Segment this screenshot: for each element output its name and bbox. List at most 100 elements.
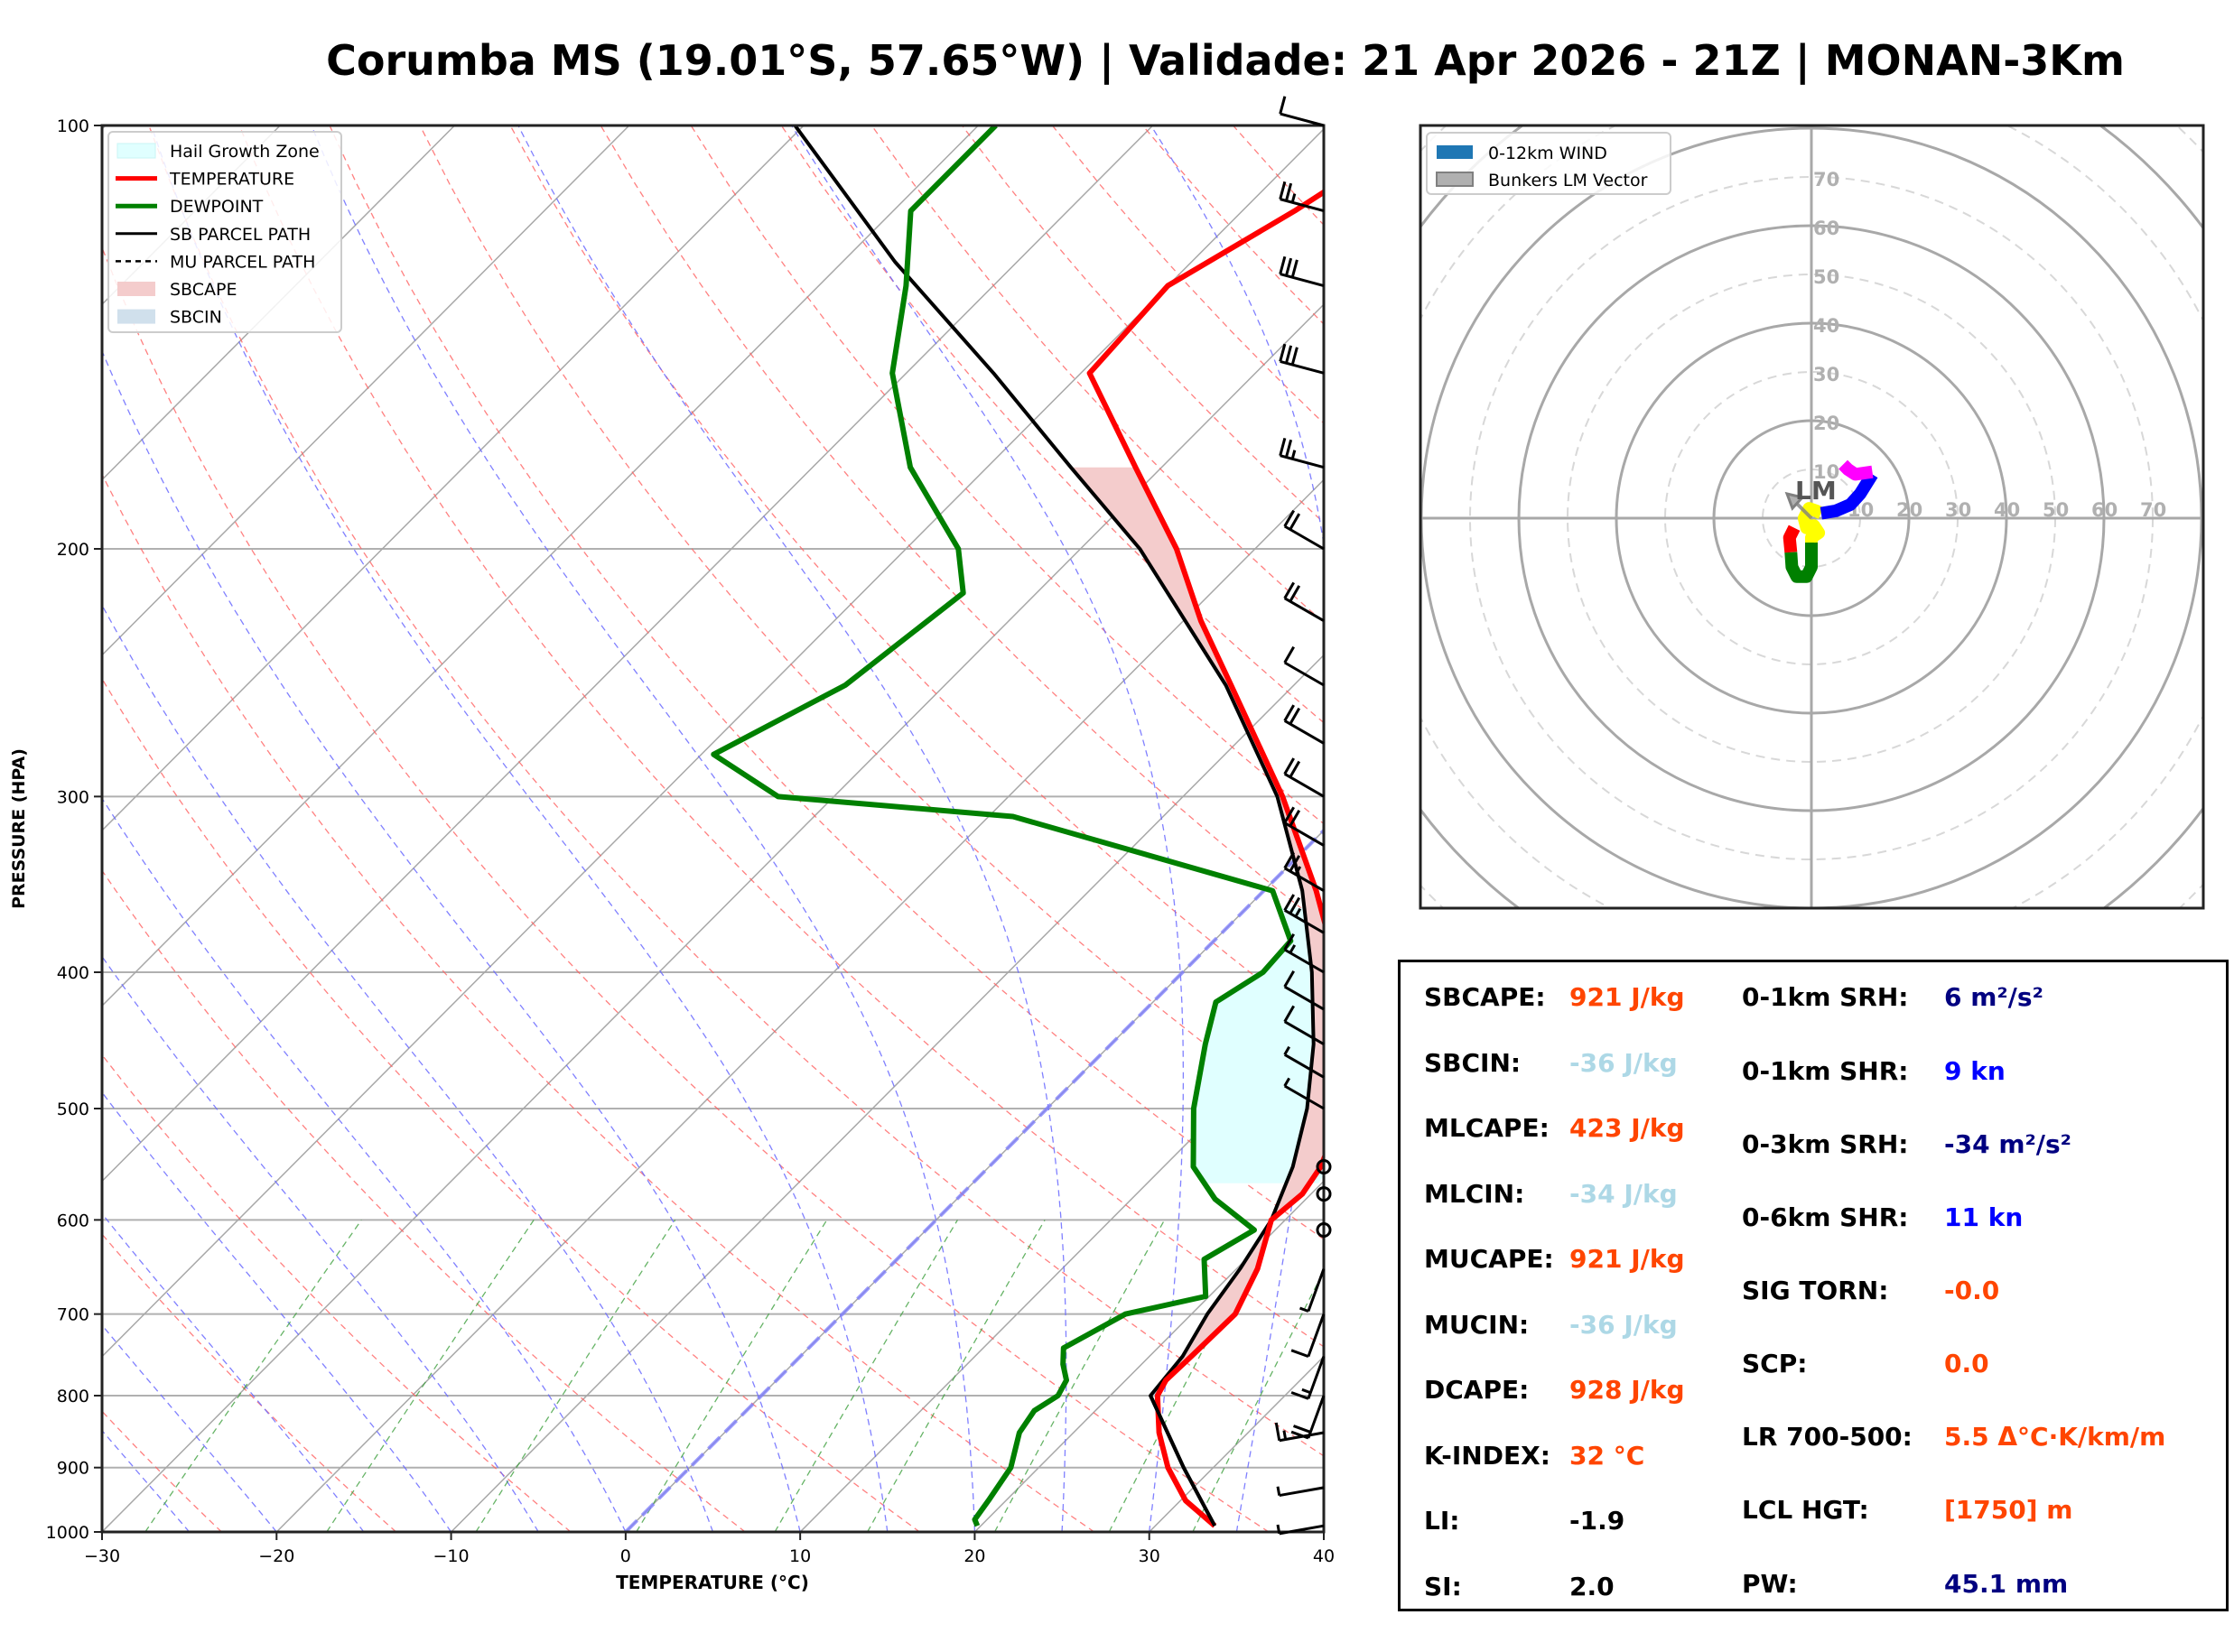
- param-label: SI:: [1424, 1571, 1462, 1601]
- mixing-ratio-line: [326, 1220, 535, 1532]
- wind-barb: [1276, 1486, 1325, 1498]
- hodograph-trace: LM: [1783, 459, 1878, 583]
- y-tick-label: 1000: [46, 1523, 89, 1543]
- dry-adiabat: [102, 1233, 397, 1532]
- wind-barb: [1279, 181, 1325, 213]
- hodograph-ring-label: 50: [1813, 266, 1839, 288]
- hodograph-ring-label: 60: [2091, 499, 2118, 521]
- wind-barb-flag: [1282, 1430, 1288, 1440]
- wind-barb-flag: [1299, 1306, 1309, 1313]
- y-tick-label: 800: [57, 1387, 89, 1406]
- y-tick-label: 300: [57, 787, 89, 807]
- moist-adiabat: [102, 1091, 452, 1532]
- isotherm: [102, 303, 1324, 1532]
- mixing-ratio-line: [993, 1220, 1166, 1532]
- wind-barb-flag: [1276, 1524, 1281, 1535]
- wind-barb-flag: [1283, 894, 1295, 912]
- wind-barb-staff: [1279, 1524, 1325, 1536]
- legend-label: SB PARCEL PATH: [170, 225, 311, 245]
- hodograph-ring-label: 50: [2043, 499, 2069, 521]
- hodograph-legend: 0-12km WIND Bunkers LM Vector: [1426, 132, 1671, 195]
- hodograph-ring-label: 40: [1994, 499, 2020, 521]
- wind-barb-flag: [1279, 96, 1287, 115]
- wind-barb: [1283, 509, 1325, 551]
- wind-barb-flag: [1289, 809, 1301, 827]
- mixing-ratio-line: [1108, 1220, 1273, 1532]
- freezing-isotherm: [624, 828, 1324, 1532]
- wind-barb-flag: [1283, 704, 1295, 722]
- wind-barb-flag: [1283, 1005, 1295, 1023]
- moist-adiabat: [150, 125, 889, 1532]
- wind-barb-staff: [1307, 1355, 1326, 1399]
- wind-barb: [1279, 438, 1325, 469]
- param-label: LI:: [1424, 1506, 1460, 1536]
- dry-adiabat: [148, 125, 1324, 1457]
- wind-barb-flag: [1289, 585, 1301, 602]
- wind-barb-flag: [1290, 1349, 1309, 1359]
- dry-adiabat: [102, 246, 1270, 1532]
- wind-barb: [1279, 255, 1325, 287]
- y-tick-label: 900: [57, 1459, 89, 1479]
- hodograph-segment: [1784, 543, 1818, 583]
- wind-barb: [1290, 1355, 1326, 1400]
- wind-barb-staff: [1283, 661, 1325, 687]
- param-label: SCP:: [1742, 1349, 1808, 1378]
- param-label: K-INDEX:: [1424, 1440, 1550, 1471]
- mixing-ratio-line: [867, 1220, 1046, 1532]
- dry-adiabat: [102, 869, 746, 1532]
- legend-swatch: [117, 282, 155, 296]
- sb-parcel-path-line: [793, 125, 1316, 1527]
- legend-label: SBCAPE: [170, 280, 237, 300]
- wind-barbs: [1274, 96, 1332, 1536]
- wind-barb-flag: [1276, 1486, 1281, 1496]
- wind-barb-staff: [1283, 1020, 1325, 1046]
- hodograph-ring-label: 30: [1945, 499, 1971, 521]
- x-tick-label: 10: [789, 1546, 811, 1566]
- hodograph-ring: [1226, 0, 2234, 1103]
- wind-barb-flag: [1301, 1387, 1311, 1395]
- legend-swatch-bunkers: [1436, 172, 1474, 187]
- wind-barb: [1283, 894, 1325, 934]
- skew-t-background-lines: [102, 125, 1324, 1532]
- param-value: 6 m²/s²: [1944, 982, 2043, 1012]
- isotherm: [102, 125, 456, 481]
- wind-barb-staff: [1283, 985, 1325, 1011]
- moist-adiabat: [102, 1429, 191, 1532]
- legend-label: SBCIN: [170, 308, 222, 328]
- param-label: 0-3km SRH:: [1742, 1129, 1909, 1159]
- dry-adiabat: [238, 125, 1324, 1348]
- wind-barb-flag: [1283, 509, 1295, 527]
- wind-barb-flag: [1289, 896, 1301, 914]
- wind-barb-flag: [1290, 1391, 1309, 1400]
- wind-barb-flag: [1283, 645, 1295, 664]
- parameters-panel: SBCAPE: 921 J/kg SBCIN: -36 J/kg MLCAPE: 423 …: [1398, 960, 2229, 1611]
- x-tick-label: −10: [433, 1546, 470, 1566]
- param-label: MLCAPE:: [1424, 1113, 1550, 1143]
- hodograph-ring-label: 40: [1813, 315, 1839, 337]
- wind-barb-calm: [1316, 1222, 1332, 1239]
- legend-swatch: [117, 309, 155, 324]
- wind-barb-flag: [1283, 1045, 1290, 1056]
- hodograph-segment: [1783, 524, 1801, 553]
- dry-adiabat: [102, 677, 920, 1532]
- bunkers-lm-arrowhead: [1784, 491, 1805, 511]
- param-value: -36 J/kg: [1569, 1047, 1678, 1078]
- hodograph-ring-label: 60: [1813, 218, 1839, 239]
- param-label: MUCAPE:: [1424, 1244, 1554, 1274]
- y-tick-label: 700: [57, 1305, 89, 1325]
- mixing-ratio-line: [1192, 1269, 1324, 1532]
- param-value: 921 J/kg: [1569, 982, 1685, 1012]
- wind-barb-flag: [1289, 855, 1301, 872]
- temperature-line: [1086, 189, 1324, 1528]
- wind-barb-flag: [1292, 1425, 1311, 1434]
- legend-label: Bunkers LM Vector: [1488, 171, 1648, 190]
- x-tick-label: 30: [1139, 1546, 1160, 1566]
- wind-barb-flag: [1283, 757, 1295, 775]
- dewpoint-line: [711, 125, 1294, 1527]
- param-label: SIG TORN:: [1742, 1276, 1889, 1305]
- y-tick-label: 600: [57, 1211, 89, 1230]
- wind-barb: [1279, 343, 1325, 375]
- param-label: DCAPE:: [1424, 1375, 1530, 1405]
- dry-adiabat: [780, 125, 1324, 724]
- moist-adiabat: [517, 125, 1067, 1532]
